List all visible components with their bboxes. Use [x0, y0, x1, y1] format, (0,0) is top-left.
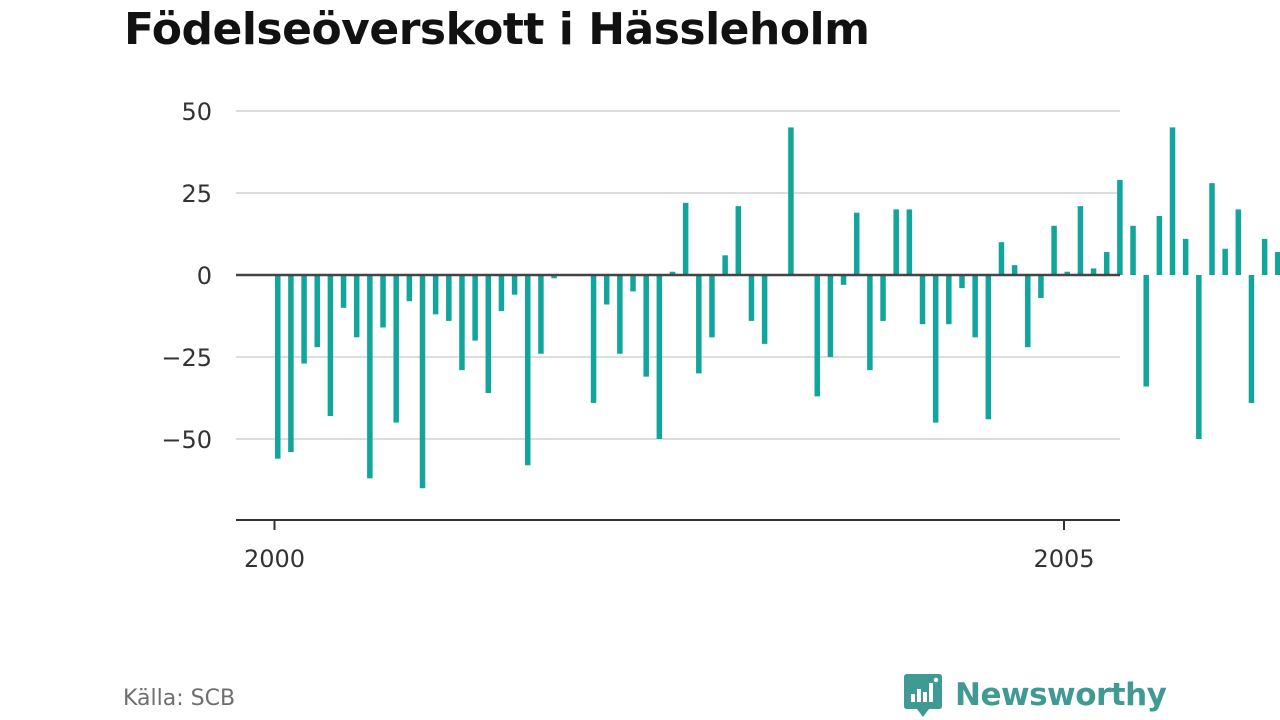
bar	[959, 275, 965, 289]
bar	[1025, 275, 1031, 348]
bar	[1196, 275, 1202, 439]
bar	[1248, 275, 1255, 403]
bar	[446, 275, 452, 321]
y-tick-label: 0	[197, 262, 212, 290]
bar	[735, 206, 742, 275]
bar	[1156, 215, 1163, 275]
bar	[1103, 252, 1110, 275]
bar	[893, 209, 899, 275]
brand-logo[interactable]: Newsworthy	[903, 670, 1167, 720]
newsworthy-logo-icon	[904, 674, 942, 717]
bar	[1275, 252, 1280, 275]
bar	[788, 127, 794, 276]
bar	[1130, 225, 1136, 275]
bar	[998, 242, 1005, 275]
bar	[709, 275, 715, 338]
bar	[985, 275, 992, 420]
bar	[761, 275, 768, 344]
bar	[617, 275, 623, 354]
bar	[1182, 238, 1189, 275]
bar	[1169, 127, 1176, 276]
y-axis-ticks: 50 25 0 −25 −50	[161, 98, 212, 454]
bar	[551, 275, 557, 279]
bar	[314, 275, 320, 348]
bars	[236, 127, 1280, 489]
bar	[853, 212, 860, 275]
x-axis: 200020052010201520202025	[236, 519, 1120, 573]
bar	[525, 275, 531, 466]
bar	[459, 275, 465, 371]
bar	[1261, 238, 1268, 275]
bar	[498, 275, 505, 312]
bar	[867, 275, 873, 371]
bar	[472, 275, 478, 341]
bar	[275, 275, 281, 459]
bar	[696, 275, 702, 374]
bar	[748, 275, 755, 321]
y-tick-label: 50	[181, 98, 212, 126]
x-tick-label: 2005	[1033, 545, 1094, 573]
bar	[367, 275, 373, 479]
bar	[919, 275, 926, 325]
bar	[827, 275, 834, 357]
bar	[722, 255, 728, 275]
bar	[656, 275, 663, 439]
bar	[538, 275, 544, 354]
bar	[1117, 179, 1123, 275]
bar	[946, 275, 952, 325]
bar	[380, 275, 386, 328]
bar	[630, 275, 636, 292]
bar	[972, 275, 978, 338]
bar	[485, 275, 492, 394]
bar	[1209, 183, 1215, 275]
bar	[1011, 265, 1018, 275]
bar	[1051, 225, 1057, 275]
bar	[511, 275, 518, 295]
bar	[932, 275, 939, 423]
brand-name: Newsworthy	[955, 677, 1167, 713]
bar	[1222, 248, 1228, 275]
bar	[840, 275, 847, 285]
bar	[682, 202, 689, 275]
bar	[301, 275, 307, 364]
bar	[1235, 209, 1242, 275]
bar	[590, 275, 597, 403]
bar	[432, 275, 439, 315]
bar	[880, 275, 886, 321]
bar	[1064, 271, 1070, 275]
bar	[406, 275, 413, 302]
bar	[1077, 206, 1084, 275]
chart-title: Födelseöverskott i Hässleholm	[124, 4, 870, 55]
bar	[1090, 268, 1097, 275]
y-tick-label: 25	[181, 180, 212, 208]
bar	[603, 275, 610, 305]
bar	[340, 275, 347, 308]
y-tick-label: −25	[161, 344, 212, 372]
bar	[393, 275, 399, 423]
bar	[327, 275, 334, 417]
bar	[288, 275, 294, 453]
bar	[1143, 275, 1149, 387]
bar	[1038, 275, 1044, 298]
bar	[353, 275, 360, 338]
grid-lines	[236, 110, 1120, 440]
bar	[814, 275, 820, 397]
source-label: Källa: SCB	[123, 686, 236, 711]
x-tick-label: 2000	[244, 545, 305, 573]
bar	[419, 275, 426, 489]
bar	[669, 271, 676, 275]
bar	[906, 209, 913, 275]
bar	[643, 275, 649, 377]
y-tick-label: −50	[161, 426, 212, 454]
